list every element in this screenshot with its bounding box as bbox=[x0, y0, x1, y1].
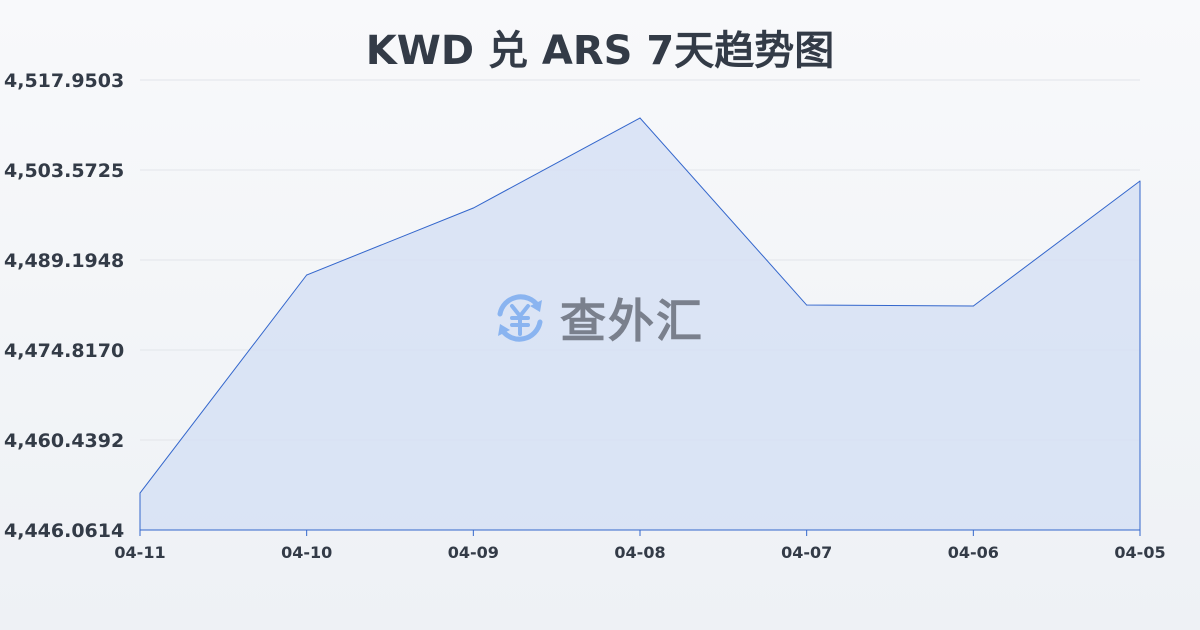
data-point bbox=[472, 207, 474, 209]
y-tick-label: 4,489.1948 bbox=[4, 250, 124, 272]
data-point bbox=[972, 305, 974, 307]
data-point bbox=[139, 492, 141, 494]
y-tick-label: 4,446.0614 bbox=[4, 520, 124, 542]
data-point bbox=[306, 274, 308, 276]
x-tick-label: 04-05 bbox=[1114, 543, 1165, 562]
x-tick-label: 04-11 bbox=[114, 543, 165, 562]
y-tick-label: 4,474.8170 bbox=[4, 340, 124, 362]
data-point bbox=[639, 117, 641, 119]
chart-title: KWD 兑 ARS 7天趋势图 bbox=[365, 28, 835, 74]
y-tick-label: 4,503.5725 bbox=[4, 160, 124, 182]
y-tick-label: 4,460.4392 bbox=[4, 430, 124, 452]
area-fill bbox=[140, 117, 1140, 530]
yen-exchange-icon bbox=[497, 294, 543, 342]
x-tick-label: 04-06 bbox=[948, 543, 999, 562]
data-point bbox=[1139, 180, 1141, 182]
watermark: 查外汇 bbox=[490, 285, 704, 351]
data-point bbox=[806, 304, 808, 306]
x-tick-label: 04-08 bbox=[614, 543, 665, 562]
x-tick-label: 04-10 bbox=[281, 543, 332, 562]
x-tick-label: 04-07 bbox=[781, 543, 832, 562]
y-tick-label: 4,517.9503 bbox=[4, 70, 124, 92]
watermark-text: 查外汇 bbox=[560, 294, 704, 348]
x-tick-label: 04-09 bbox=[448, 543, 499, 562]
